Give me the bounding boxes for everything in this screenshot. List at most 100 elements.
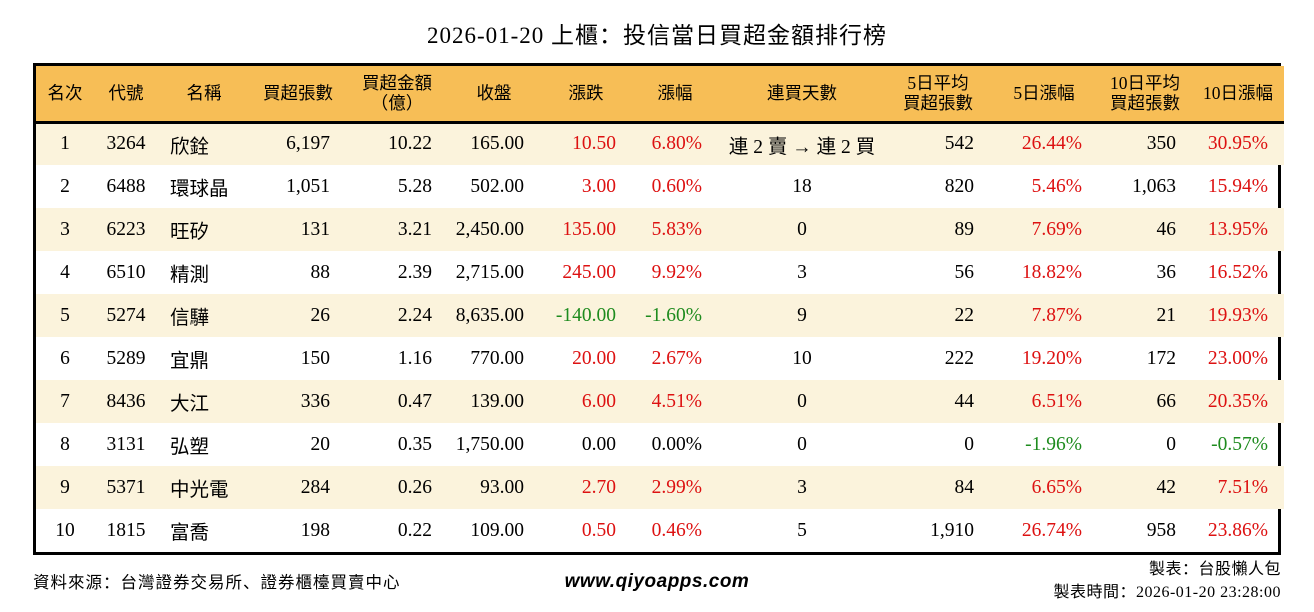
cell-change: 10.50 [540,122,632,165]
cell-avg10-volume: 46 [1098,208,1192,251]
page-title: 2026-01-20 上櫃：投信當日買超金額排行榜 [426,23,888,48]
header-cell-change: 漲跌 [540,66,632,124]
cell-avg10-volume: 172 [1146,347,1176,369]
cell-gain10: 19.93% [1192,294,1284,337]
cell-gain5: 7.87% [990,294,1098,337]
cell-consecutive-days: 連 2 賣 → 連 2 買 [718,122,886,165]
cell-close: 109.00 [470,519,524,541]
cell-net-buy-volume: 150 [300,347,330,369]
cell-name: 欣銓 [158,122,250,165]
cell-change-pct: 2.67% [651,347,702,369]
cell-rank: 4 [60,261,70,283]
table-row: 9 5371 中光電 284 0.26 93.00 2.70 2.99% 3 84 6.65% 42 7… [36,466,1284,509]
cell-change-pct: 2.99% [632,466,718,509]
cell-code: 5371 [94,466,158,509]
cell-consecutive-days: 9 [718,294,886,337]
cell-rank: 3 [36,208,94,251]
cell-change-pct: 6.80% [632,122,718,165]
cell-avg5-volume: 820 [944,175,974,197]
cell-change: 2.70 [540,466,632,509]
table-row: 1 3264 欣銓 6,197 10.22 165.00 10.50 6.80% 連 2 賣 →… [36,122,1284,165]
header-cell-net-buy-volume: 買超張數 [250,66,346,124]
cell-avg5-volume: 56 [954,261,975,283]
table-body: 1 3264 欣銓 6,197 10.22 165.00 10.50 6.80% 連 2 賣 →… [36,122,1284,552]
cell-gain5: 26.74% [1021,519,1082,541]
cell-gain10: 30.95% [1192,122,1284,165]
cell-gain5: 6.51% [990,380,1098,423]
ranking-table: 名次 代號 名稱 買超張數 買超金額 （億） 收盤 漲跌 漲幅 連買天數 5日平均 買超張數 5日漲… [36,66,1284,552]
cell-change: 3.00 [581,175,616,197]
cell-change: -140.00 [540,294,632,337]
cell-avg10-volume: 0 [1166,433,1176,455]
cell-avg5-volume: 0 [964,433,974,455]
cell-change: 135.00 [540,208,632,251]
table-row: 5 5274 信驊 26 2.24 8,635.00 -140.00 -1.60% 9 22 7.8… [36,294,1284,337]
cell-name: 環球晶 [170,179,229,200]
cell-gain10: 23.86% [1207,519,1268,541]
header-cell-avg5-volume: 5日平均 買超張數 [886,66,990,124]
cell-change: 245.00 [562,261,616,283]
cell-name: 旺矽 [158,208,250,251]
cell-net-buy-amount: 1.16 [397,347,432,369]
table-row: 6 5289 宜鼎 150 1.16 770.00 20.00 2.67% 10 222 19.20… [36,337,1284,380]
cell-close: 8,635.00 [448,294,540,337]
cell-rank: 9 [36,466,94,509]
cell-gain5: 6.65% [990,466,1098,509]
cell-change: 0.00 [581,433,616,455]
cell-gain5: 19.20% [1021,347,1082,369]
cell-code: 6488 [106,175,146,197]
cell-name: 信驊 [158,294,250,337]
cell-gain5: 18.82% [1021,261,1082,283]
cell-close: 2,450.00 [448,208,540,251]
cell-code: 3131 [106,433,146,455]
cell-change-pct: 5.83% [632,208,718,251]
header-cell-close: 收盤 [448,66,540,124]
cell-avg10-volume: 1,063 [1132,175,1176,197]
cell-net-buy-volume: 131 [250,208,346,251]
cell-rank: 2 [60,175,70,197]
cell-rank: 5 [36,294,94,337]
header-cell-consecutive-days: 連買天數 [718,66,886,124]
cell-rank: 8 [60,433,70,455]
cell-gain5: 26.44% [990,122,1098,165]
cell-net-buy-volume: 6,197 [250,122,346,165]
cell-consecutive-days: 0 [718,208,886,251]
cell-close: 770.00 [470,347,524,369]
table-row: 2 6488 環球晶 1,051 5.28 502.00 3.00 0.60% 18 820 5.4… [36,165,1284,208]
cell-rank: 1 [36,122,94,165]
cell-gain10: 23.00% [1207,347,1268,369]
cell-net-buy-amount: 5.28 [397,175,432,197]
cell-code: 5274 [94,294,158,337]
credits-block: 製表：台股懶人包 製表時間：2026-01-20 23:28:00 [1053,558,1281,604]
cell-net-buy-amount: 2.39 [397,261,432,283]
header-cell-net-buy-amount: 買超金額 （億） [346,66,448,124]
cell-avg10-volume: 958 [1146,519,1176,541]
cell-name: 弘塑 [170,437,210,458]
cell-change-pct: -1.60% [632,294,718,337]
cell-net-buy-amount: 0.22 [397,519,432,541]
maker-note: 製表：台股懶人包 [1148,561,1281,578]
cell-avg5-volume: 542 [886,122,990,165]
cell-code: 8436 [94,380,158,423]
cell-gain5: 7.69% [990,208,1098,251]
header-cell-name: 名稱 [158,66,250,124]
cell-net-buy-amount: 10.22 [346,122,448,165]
cell-net-buy-amount: 0.35 [397,433,432,455]
cell-change-pct: 4.51% [632,380,718,423]
cell-net-buy-amount: 0.26 [346,466,448,509]
table-row: 8 3131 弘塑 20 0.35 1,750.00 0.00 0.00% 0 0 -1.96% 0 -… [36,423,1284,466]
cell-close: 502.00 [470,175,524,197]
cell-code: 6223 [94,208,158,251]
cell-net-buy-volume: 1,051 [286,175,330,197]
cell-code: 3264 [94,122,158,165]
cell-gain10: -0.57% [1211,433,1268,455]
cell-consecutive-days: 18 [792,175,812,197]
cell-net-buy-volume: 336 [250,380,346,423]
cell-rank: 10 [55,519,75,541]
cell-name: 富喬 [170,523,210,544]
header-cell-rank: 名次 [36,66,94,124]
cell-avg5-volume: 22 [886,294,990,337]
data-source-note: 資料來源：台灣證券交易所、證券櫃檯買賣中心 [33,573,401,592]
cell-net-buy-amount: 2.24 [346,294,448,337]
cell-gain10: 15.94% [1207,175,1268,197]
